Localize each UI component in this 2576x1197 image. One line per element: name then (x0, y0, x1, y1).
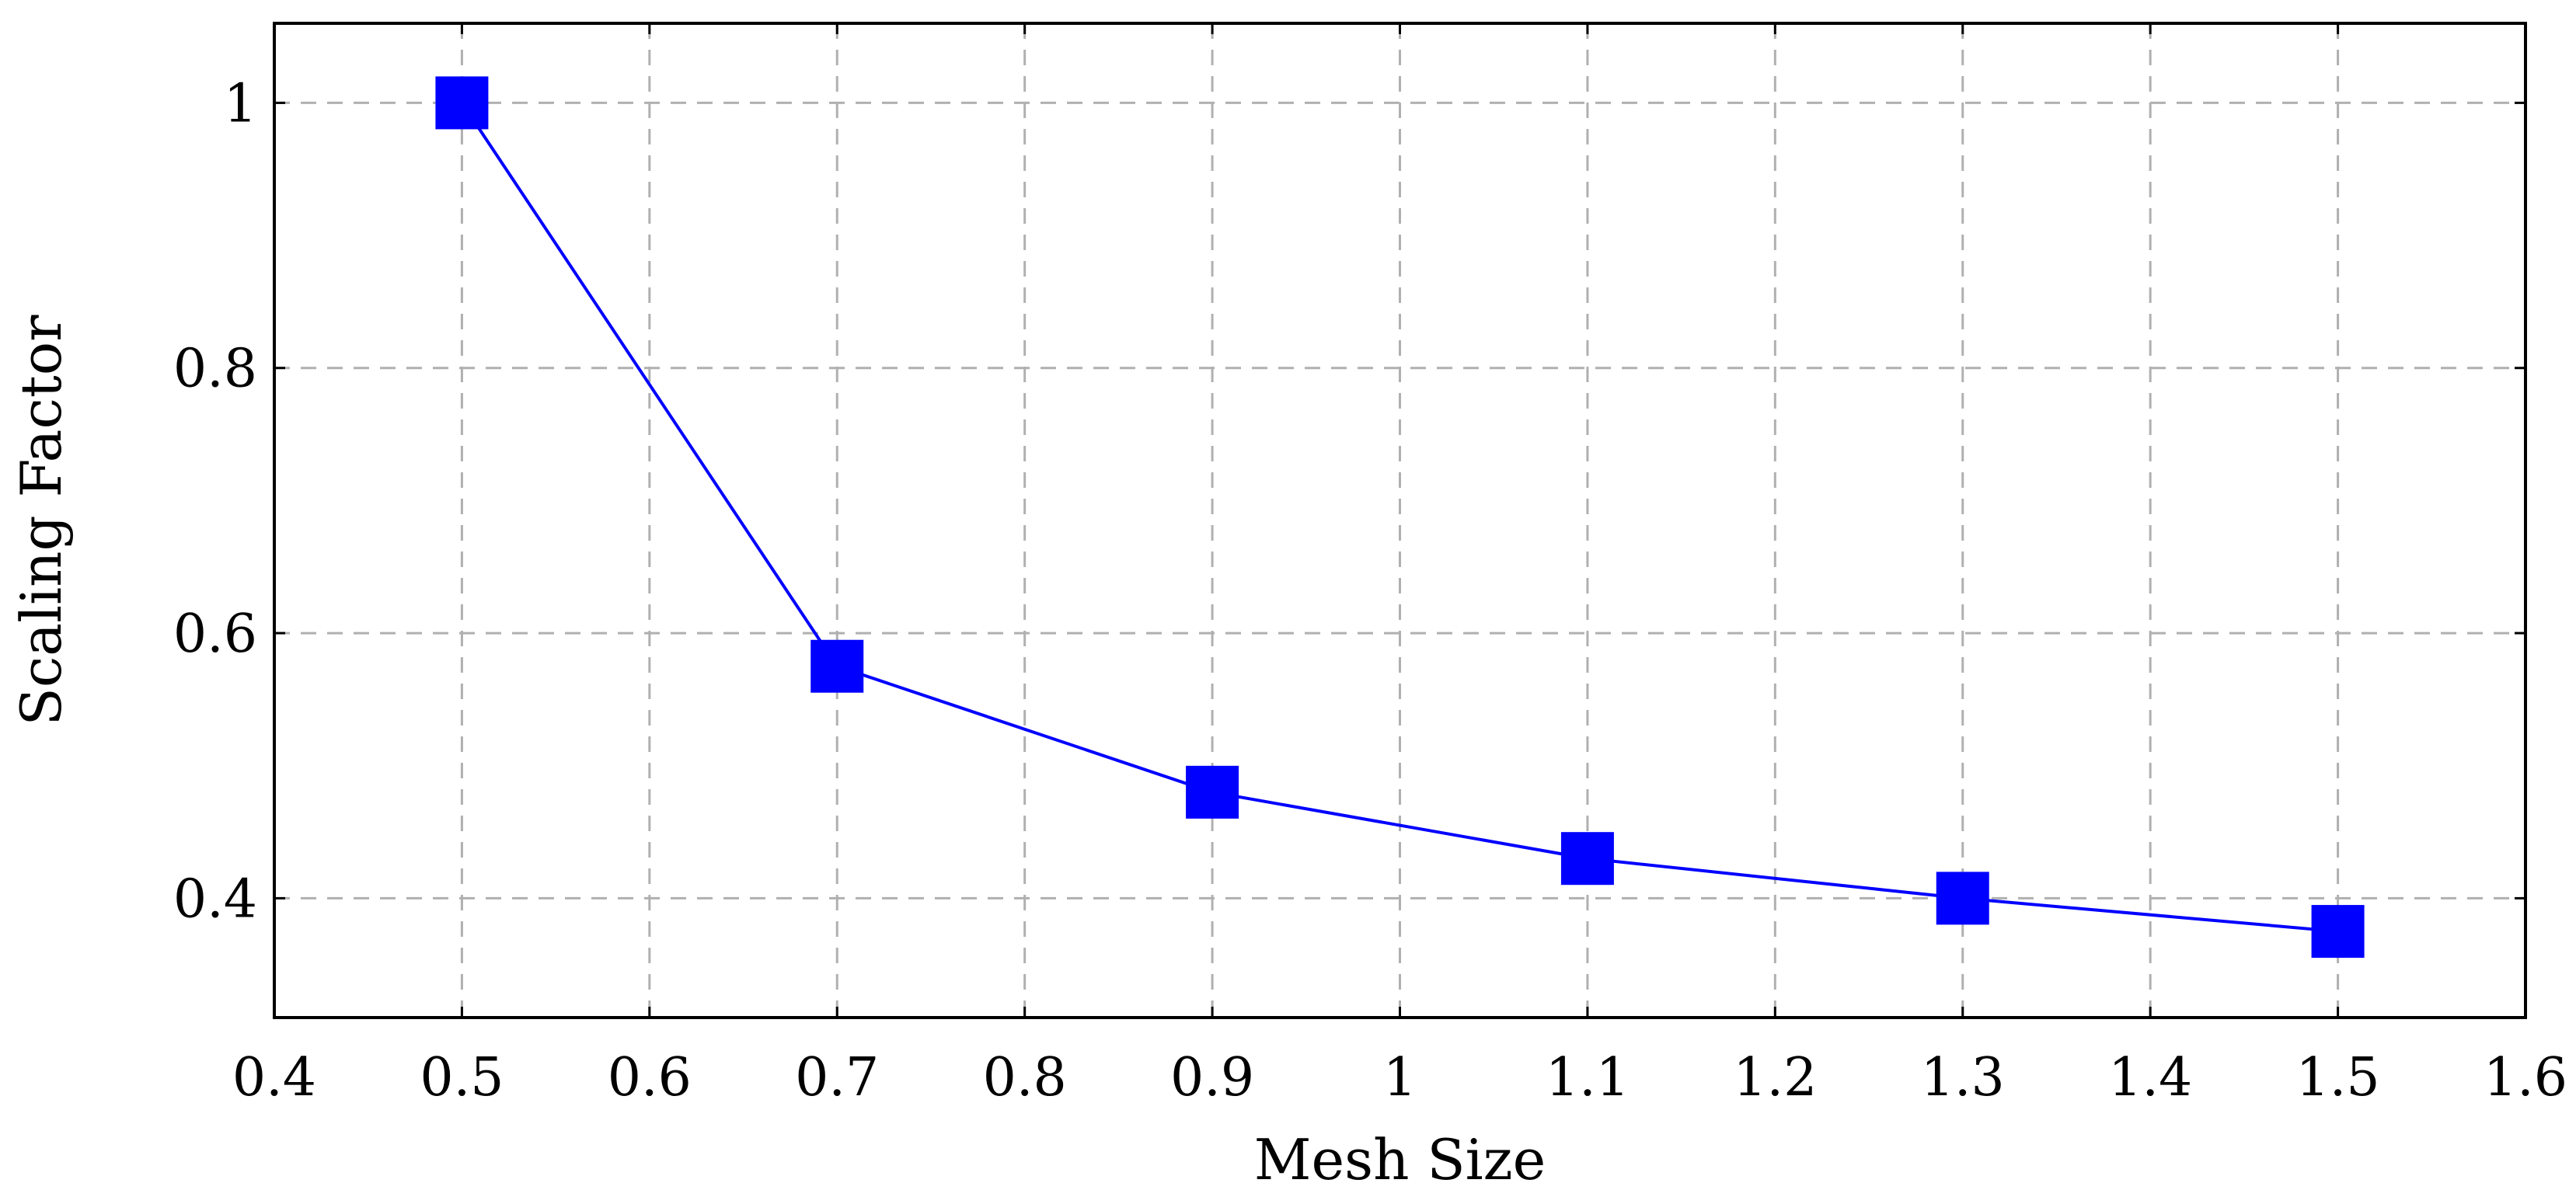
x-tick-label: 0.7 (795, 1047, 879, 1108)
data-point-marker (1186, 765, 1239, 819)
x-tick-label: 1.3 (1921, 1047, 2005, 1108)
x-tick-label: 1.5 (2296, 1047, 2380, 1108)
x-tick-label: 0.4 (232, 1047, 316, 1108)
y-tick-label: 0.8 (173, 339, 257, 400)
x-tick-label: 1.6 (2484, 1047, 2567, 1108)
data-point-marker (2311, 905, 2365, 959)
series-line (460, 102, 2338, 934)
y-tick-label: 0.6 (173, 604, 257, 665)
x-axis-title: Mesh Size (1254, 1127, 1546, 1192)
x-tick-label: 1.4 (2108, 1047, 2192, 1108)
grid-lines (274, 23, 2525, 1018)
x-tick-label: 0.9 (1170, 1047, 1254, 1108)
data-point-marker (810, 639, 864, 693)
x-axis-ticks: 0.4 0.5 0.6 0.7 0.8 0.9 1 1.1 1.2 1.3 1.4 1.5 1.6 (232, 23, 2567, 1108)
y-tick-label: 1 (224, 73, 257, 134)
x-tick-label: 0.6 (608, 1047, 692, 1108)
series-layer (435, 76, 2365, 959)
y-axis-title: Scaling Factor (9, 315, 74, 726)
x-tick-label: 1 (1383, 1047, 1417, 1108)
data-point-marker (435, 76, 489, 130)
x-tick-label: 1.1 (1546, 1047, 1630, 1108)
x-tick-label: 0.8 (983, 1047, 1067, 1108)
data-point-marker (1560, 832, 1614, 886)
x-tick-label: 0.5 (420, 1047, 504, 1108)
y-axis-ticks: 0.4 0.6 0.8 1 (173, 73, 2525, 930)
x-tick-label: 1.2 (1733, 1047, 1817, 1108)
data-point-marker (1936, 872, 1989, 925)
y-tick-label: 0.4 (173, 868, 257, 930)
